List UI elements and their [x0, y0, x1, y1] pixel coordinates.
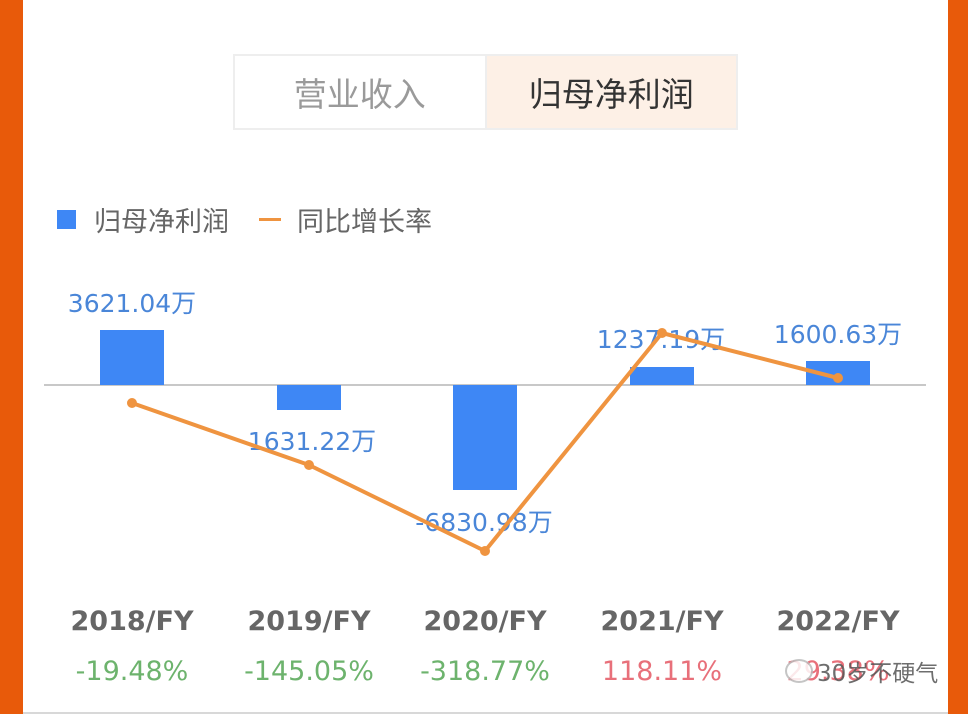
tab-revenue[interactable]: 营业收入	[235, 56, 487, 128]
growth-rate-2018: -19.48%	[75, 656, 189, 687]
bar-value-label-2022: 1600.63万	[773, 320, 903, 349]
bar-value-label-2018: 3621.04万	[67, 289, 197, 318]
left-border-stripe	[0, 0, 23, 714]
tab-net-profit[interactable]: 归母净利润	[486, 56, 736, 128]
wechat-icon	[785, 659, 813, 683]
growth-rate-2021: 118.11%	[601, 656, 723, 687]
growth-rate-2020: -318.77%	[420, 656, 550, 687]
right-border-stripe	[948, 0, 968, 714]
growth-rate-2019: -145.05%	[244, 656, 374, 687]
x-axis-label-2022: 2022/FY	[776, 606, 900, 637]
bar-legend-square-icon	[57, 210, 76, 229]
metric-tab-group: 营业收入 归母净利润	[233, 54, 738, 130]
rate-point-2019[interactable]	[304, 460, 314, 470]
rate-point-2021[interactable]	[657, 328, 667, 338]
bar-2019[interactable]	[277, 385, 341, 410]
x-axis-label-2021: 2021/FY	[600, 606, 724, 637]
x-axis-label-2019: 2019/FY	[247, 606, 371, 637]
chart-legend: 归母净利润 同比增长率	[57, 200, 432, 239]
x-axis-label-2020: 2020/FY	[423, 606, 547, 637]
rate-point-2018[interactable]	[127, 398, 137, 408]
x-axis-label-2018: 2018/FY	[70, 606, 194, 637]
growth-rate-polyline	[131, 331, 839, 553]
rate-point-2020[interactable]	[480, 546, 490, 556]
watermark: 30岁不硬气	[785, 654, 938, 688]
legend-line-label[interactable]: 同比增长率	[297, 207, 432, 238]
line-legend-dash-icon	[259, 218, 281, 221]
bar-2018[interactable]	[100, 330, 164, 385]
bottom-divider	[23, 712, 948, 714]
legend-bar-label[interactable]: 归母净利润	[94, 207, 229, 238]
watermark-text: 30岁不硬气	[817, 661, 939, 687]
bar-2020[interactable]	[453, 385, 517, 490]
bar-2021[interactable]	[630, 367, 694, 385]
bar-value-label-2020: -6830.98万	[415, 508, 553, 537]
rate-point-2022[interactable]	[833, 373, 843, 383]
